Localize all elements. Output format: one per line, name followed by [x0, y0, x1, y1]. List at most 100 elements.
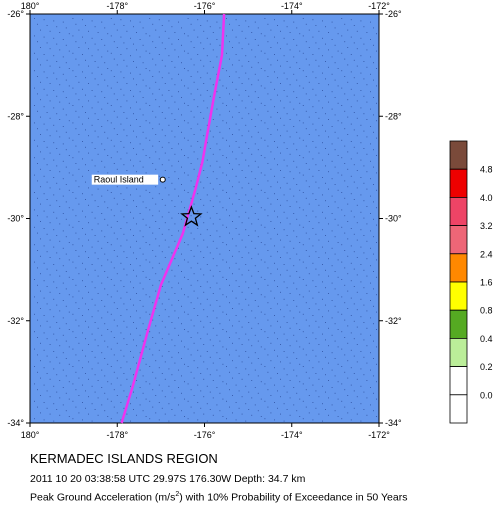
bathy-dot [203, 135, 205, 137]
bathy-dot [113, 406, 115, 408]
bathy-dot [193, 64, 195, 66]
bathy-dot [254, 387, 256, 388]
bathy-dot [164, 257, 166, 258]
bathy-dot [56, 304, 58, 306]
bathy-dot [308, 342, 310, 344]
bathy-dot [296, 305, 298, 307]
bathy-dot [168, 246, 170, 248]
bathy-dot [149, 18, 151, 19]
bathy-dot [126, 170, 128, 171]
bathy-dot [130, 264, 131, 265]
bathy-dot [187, 139, 189, 141]
bathy-dot [193, 81, 195, 83]
bathy-dot [94, 217, 96, 219]
bathy-dot [197, 71, 199, 73]
bathy-dot [363, 113, 365, 115]
bathy-dot [164, 100, 166, 102]
bathy-dot [344, 406, 346, 408]
bathy-dot [226, 383, 227, 385]
bathy-dot [373, 44, 374, 46]
bathy-dot [322, 264, 323, 265]
bathy-dot [325, 113, 326, 115]
bathy-dot [229, 267, 230, 269]
bathy-dot [296, 358, 298, 359]
bathy-dot [152, 337, 154, 338]
bathy-dot [113, 76, 115, 77]
bathy-dot [152, 197, 154, 199]
bathy-dot [116, 203, 118, 205]
bathy-dot [270, 151, 272, 153]
bathy-dot [344, 23, 346, 25]
bathy-dot [331, 143, 333, 145]
bathy-dot [341, 313, 343, 315]
bathy-dot [197, 349, 199, 351]
bathy-dot [280, 361, 281, 363]
bathy-dot [56, 287, 58, 289]
bathy-dot [184, 398, 185, 400]
bathy-dot [142, 271, 144, 272]
bathy-dot [325, 252, 326, 254]
bathy-dot [318, 135, 320, 137]
bathy-dot [171, 78, 173, 80]
bathy-dot [305, 232, 307, 234]
bathy-dot [232, 151, 233, 153]
bathy-dot [264, 52, 266, 54]
bathy-dot [40, 64, 41, 66]
bathy-dot [107, 276, 109, 278]
bathy-dot [370, 160, 371, 162]
bathy-dot [337, 120, 339, 122]
bathy-dot [145, 363, 147, 365]
bathy-dot [126, 274, 128, 276]
bathy-dot [168, 333, 170, 335]
bathy-dot [232, 168, 233, 170]
bathy-dot [152, 406, 154, 408]
bathy-dot [155, 116, 157, 118]
bathy-dot [376, 311, 377, 313]
bathy-dot [280, 378, 281, 380]
bathy-dot [49, 48, 51, 50]
bathy-dot [59, 101, 61, 103]
legend-label: 0.4 [480, 334, 493, 344]
bathy-dot [353, 25, 355, 26]
bathy-dot [286, 304, 288, 306]
bathy-dot [353, 42, 355, 44]
bathy-dot [286, 374, 288, 376]
bathy-dot [190, 93, 192, 95]
bathy-dot [149, 331, 151, 333]
lat-tick-label-left: -26° [7, 9, 24, 19]
bathy-dot [101, 126, 103, 127]
bathy-dot [120, 402, 122, 403]
bathy-dot [123, 320, 125, 322]
bathy-dot [235, 262, 237, 264]
bathy-dot [251, 380, 253, 381]
bathy-dot [161, 129, 163, 131]
bathy-dot [171, 26, 173, 28]
bathy-dot [299, 311, 301, 313]
bathy-dot [264, 87, 266, 89]
bathy-dot [197, 88, 199, 90]
bathy-dot [161, 407, 163, 409]
bathy-dot [270, 116, 272, 118]
bathy-dot [274, 402, 275, 403]
bathy-dot [347, 238, 349, 240]
bathy-dot [289, 84, 291, 86]
bathy-dot [158, 262, 160, 264]
bathy-dot [158, 88, 160, 90]
bathy-dot [91, 316, 93, 318]
bathy-dot [65, 79, 67, 81]
bathy-dot [136, 327, 137, 329]
bathy-dot [308, 273, 310, 275]
bathy-dot [280, 135, 281, 137]
bathy-dot [193, 377, 195, 379]
bathy-dot [116, 360, 118, 362]
bathy-dot [283, 107, 285, 109]
bathy-dot [187, 52, 189, 54]
bathy-dot [270, 238, 272, 240]
bathy-dot [356, 413, 358, 415]
bathy-dot [68, 398, 70, 400]
bathy-dot [88, 378, 89, 380]
bathy-dot [353, 146, 355, 148]
bathy-dot [264, 70, 266, 72]
bathy-dot [280, 170, 281, 171]
bathy-dot [238, 286, 240, 287]
